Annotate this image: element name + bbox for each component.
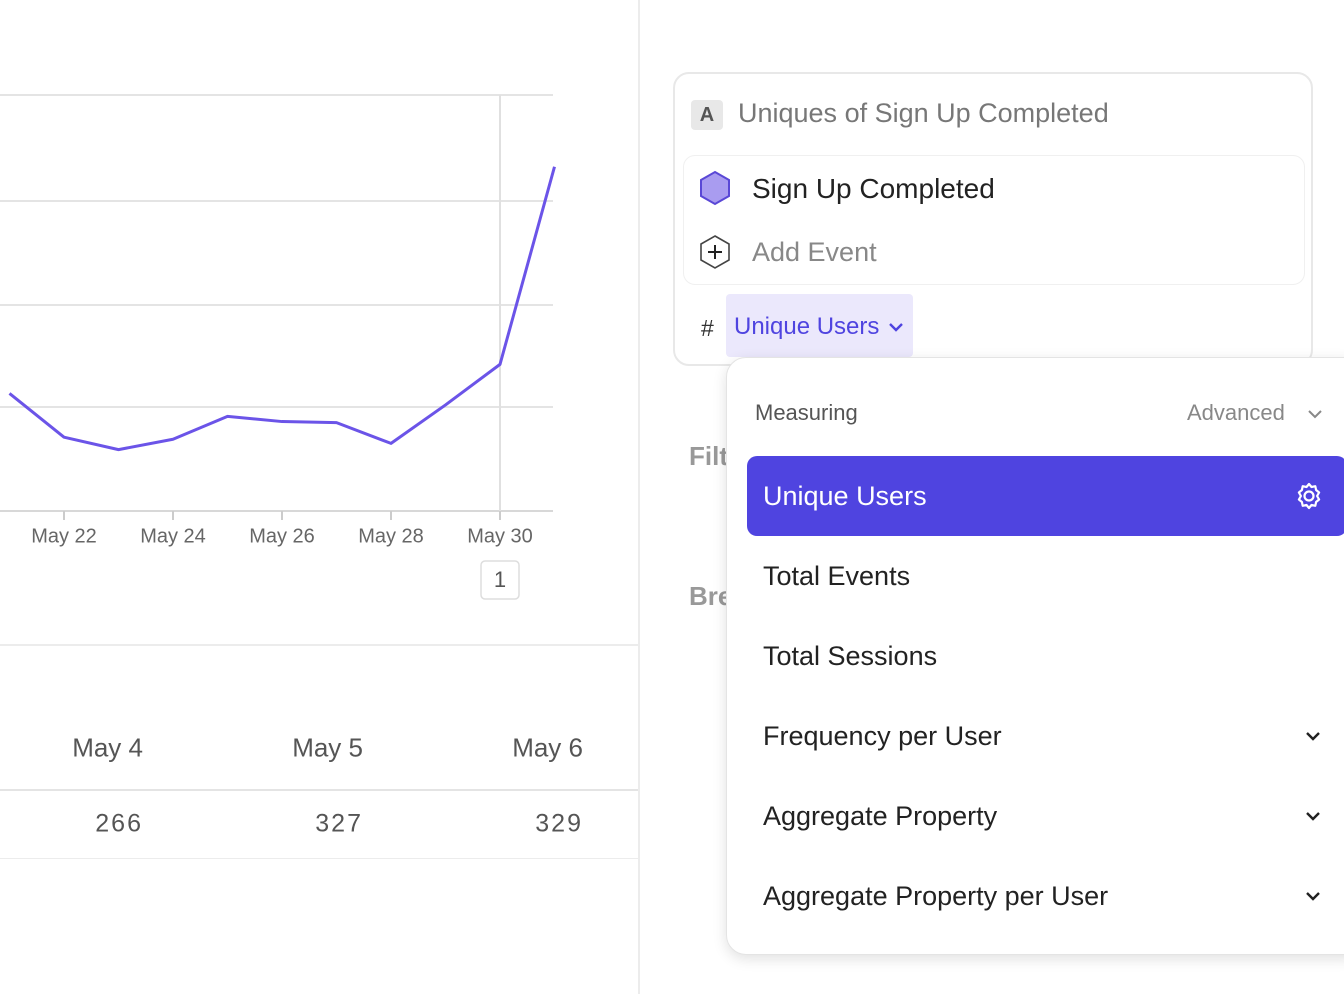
- divider: [0, 644, 638, 646]
- divider: [0, 858, 638, 859]
- chevron: [1306, 812, 1320, 821]
- cell: 327: [315, 809, 363, 838]
- add-event[interactable]: Add Event: [752, 237, 877, 267]
- cell: 329: [535, 809, 583, 838]
- query-card: A Uniques of Sign Up Completed Sign Up C…: [673, 72, 1313, 366]
- measure-label: Unique Users: [734, 313, 880, 340]
- option-label: Aggregate Property per User: [763, 880, 1109, 911]
- option-label: Total Events: [763, 560, 911, 591]
- column-header[interactable]: May 6: [512, 732, 583, 763]
- query-title[interactable]: Uniques of Sign Up Completed: [738, 98, 1109, 128]
- x-tick-label: May 28: [358, 525, 424, 547]
- x-tick-label: May 30: [467, 525, 533, 547]
- query-badge: A: [691, 100, 723, 130]
- option-label: Frequency per User: [763, 720, 1002, 751]
- dropdown-option[interactable]: Aggregate Property: [747, 776, 1344, 856]
- dropdown-option[interactable]: Frequency per User: [747, 696, 1344, 776]
- dropdown-option[interactable]: Total Sessions: [747, 616, 1344, 696]
- dropdown-heading: Measuring: [755, 400, 858, 425]
- option-label: Unique Users: [763, 480, 927, 511]
- left-pane: May 22 May 24 May 26 May 28 May 30 1 May 4 Ma…: [0, 0, 640, 994]
- event-box: Sign Up Completed Add Event: [683, 155, 1305, 285]
- line-series: [8, 166, 556, 452]
- cell: 266: [95, 809, 143, 838]
- chevron: [1306, 892, 1320, 901]
- dropdown-option[interactable]: Aggregate Property per User: [747, 856, 1344, 936]
- x-tick-label: May 26: [249, 525, 315, 547]
- chart: May 22 May 24 May 26 May 28 May 30 1: [0, 94, 556, 600]
- advanced-toggle[interactable]: Advanced: [1187, 400, 1285, 425]
- add-event-icon: [700, 235, 730, 269]
- measure-chip[interactable]: Unique Users: [726, 294, 913, 357]
- divider: [0, 789, 638, 791]
- dropdown-option[interactable]: Total Events: [747, 536, 1344, 616]
- measure-symbol: #: [701, 315, 714, 341]
- event-icon: [700, 170, 730, 206]
- event-name[interactable]: Sign Up Completed: [752, 173, 995, 204]
- dropdown: Measuring Advanced Unique Users Total Eve…: [726, 357, 1344, 955]
- chevron: [1308, 410, 1322, 419]
- option-label: Total Sessions: [763, 640, 938, 671]
- option-label: Aggregate Property: [763, 800, 998, 831]
- chevron: [889, 323, 903, 332]
- column-header[interactable]: May 4: [72, 732, 143, 763]
- dropdown-option[interactable]: Unique Users: [747, 456, 1344, 536]
- chevron: [1306, 732, 1320, 741]
- hidden-label: Bre: [689, 581, 733, 611]
- hover-badge-label: 1: [494, 567, 506, 592]
- x-tick-label: May 22: [31, 525, 97, 547]
- settings-icon[interactable]: [1294, 481, 1324, 511]
- hover-badge: [480, 560, 520, 600]
- hidden-label: Filt: [689, 441, 728, 471]
- column-header[interactable]: May 5: [292, 732, 363, 763]
- x-tick-label: May 24: [140, 525, 206, 547]
